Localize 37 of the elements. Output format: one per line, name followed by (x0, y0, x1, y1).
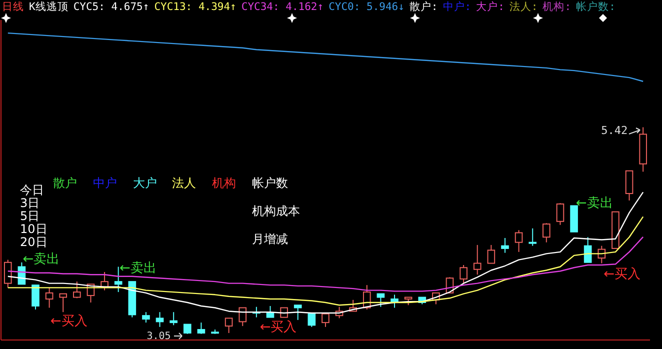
text: CYC13: 4.394↑ (154, 1, 236, 14)
annotation: ←买入 (50, 314, 88, 329)
annotation: 中户 (93, 176, 117, 190)
text: 法人: (509, 1, 538, 14)
text: CYC0: 5.946↓ (328, 1, 404, 14)
annotation: ←卖出 (120, 260, 156, 276)
annotation: 月增减 (252, 232, 288, 246)
chart-subtitle: K线逃顶 (29, 1, 68, 14)
text: 散户: (409, 1, 438, 14)
annotation: 大户 (133, 176, 157, 190)
annotation: ←卖出 (576, 196, 613, 211)
annotation: 10日 (20, 222, 48, 236)
candlestick (639, 126, 647, 172)
text: 大户: (476, 1, 504, 14)
annotation: 5日 (20, 209, 40, 223)
annotation: 3.05 (146, 330, 171, 342)
candlestick (514, 230, 523, 252)
text: CYC5: 4.675↑ (73, 1, 150, 14)
annotation: 散户 (53, 176, 77, 190)
annotation: 20日 (20, 235, 48, 249)
annotation: ←买入 (604, 267, 640, 282)
annotation: 法人 (172, 176, 196, 190)
annotation: 3日 (20, 196, 40, 210)
annotation: 今日 (20, 183, 44, 197)
chart-title: 日线 (2, 1, 24, 14)
text: 中户: (442, 1, 472, 14)
annotation: ←卖出 (22, 252, 60, 268)
annotation: 机构成本 (252, 204, 300, 218)
text: 机构: (542, 1, 572, 14)
annotation: ←买入 (260, 320, 297, 335)
candlestick (501, 237, 509, 254)
annotation: 帐户数 (252, 176, 288, 190)
text: CYC34: 4.162↑ (241, 1, 324, 14)
candlestick (156, 312, 164, 328)
annotation: 5.42 (601, 124, 628, 138)
text: 帐户数: (576, 1, 616, 14)
annotation: 机构 (212, 176, 236, 190)
